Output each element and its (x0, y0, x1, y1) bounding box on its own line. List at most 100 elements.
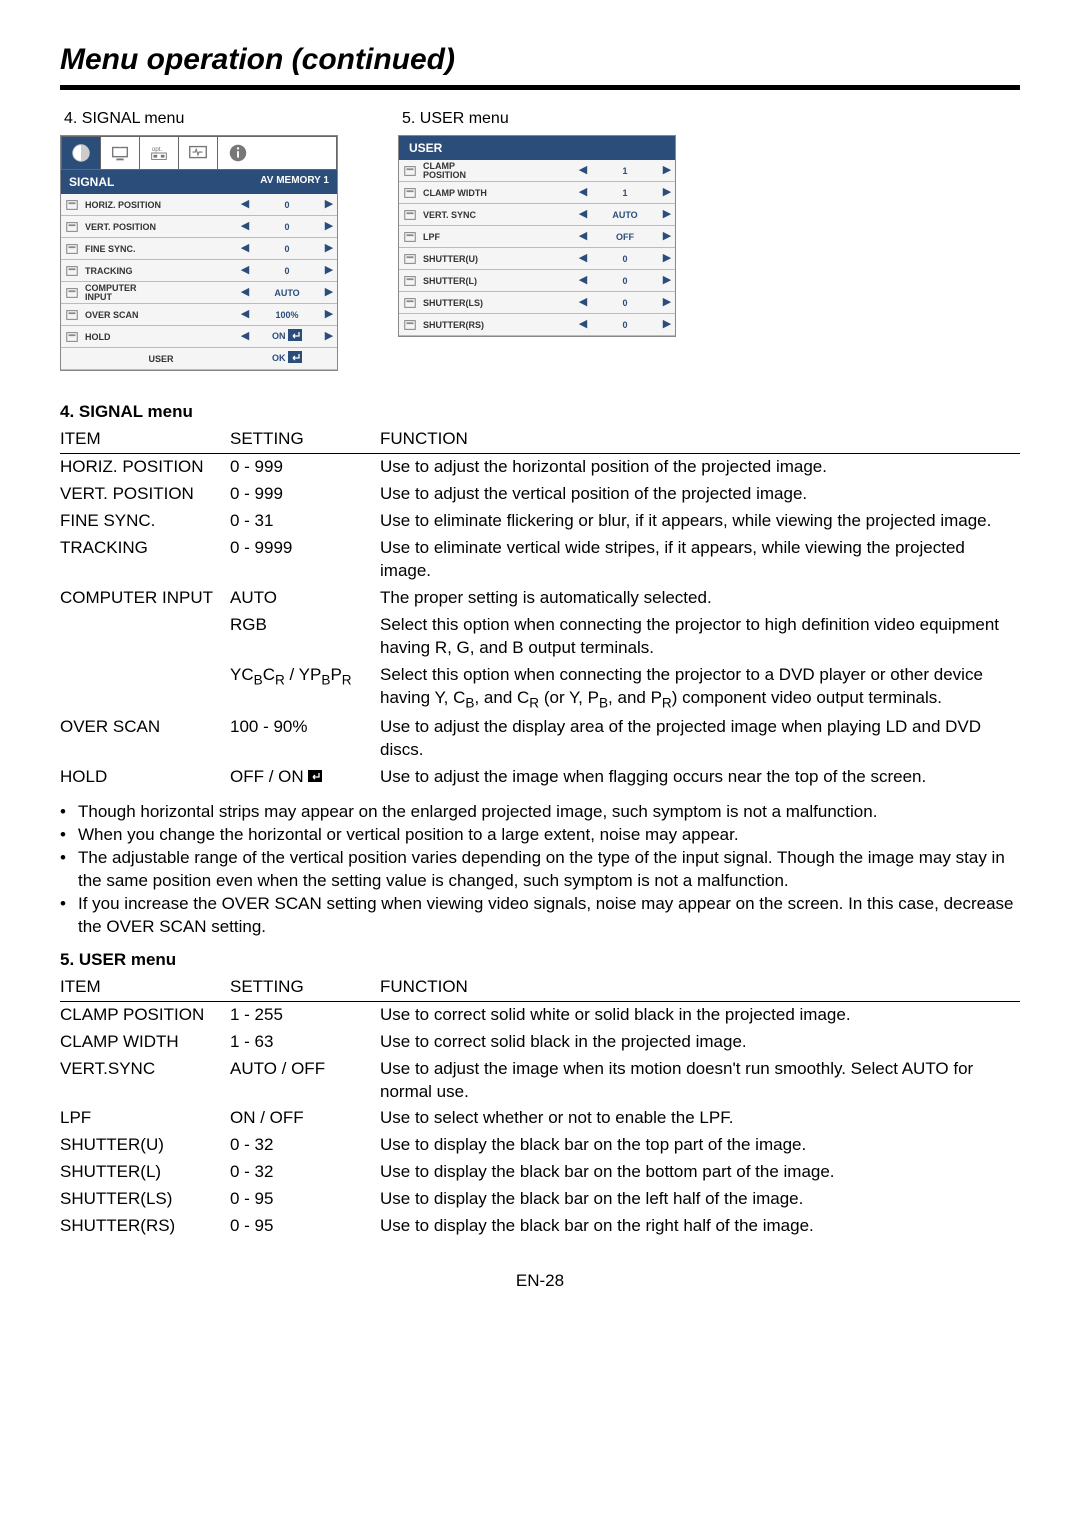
table-row: TRACKING0 - 9999Use to eliminate vertica… (60, 535, 1020, 585)
table-row: LPFON / OFFUse to select whether or not … (60, 1105, 1020, 1132)
row-icon (399, 314, 421, 336)
table-row: SHUTTER(RS)0 - 95Use to display the blac… (60, 1213, 1020, 1240)
arrow-left-icon[interactable]: ◀ (237, 329, 253, 344)
cell-function: Select this option when connecting the p… (380, 662, 1020, 715)
signal-header-right: AV MEMORY 1 (252, 170, 337, 194)
col-setting: SETTING (230, 426, 380, 453)
arrow-right-icon[interactable]: ▶ (321, 307, 337, 322)
menu-row[interactable]: HOLD◀ON ▶ (61, 326, 337, 348)
menu-row[interactable]: OVER SCAN◀100%▶ (61, 304, 337, 326)
arrow-left-icon[interactable]: ◀ (237, 307, 253, 322)
menu-row[interactable]: COMPUTERINPUT◀AUTO▶ (61, 282, 337, 304)
row-label: SHUTTER(U) (421, 253, 575, 265)
note-item: When you change the horizontal or vertic… (60, 824, 1020, 847)
menu-row[interactable]: TRACKING◀0▶ (61, 260, 337, 282)
cell-function: Use to display the black bar on the righ… (380, 1213, 1020, 1240)
arrow-right-icon[interactable]: ▶ (659, 185, 675, 200)
arrow-left-icon[interactable]: ◀ (237, 241, 253, 256)
row-value: 0 (253, 221, 321, 233)
menu-row[interactable]: SHUTTER(LS)◀0▶ (399, 292, 675, 314)
signal-section-title: 4. SIGNAL menu (60, 401, 1020, 424)
arrow-right-icon[interactable]: ▶ (321, 285, 337, 300)
menu-row[interactable]: HORIZ. POSITION◀0▶ (61, 194, 337, 216)
cell-item: SHUTTER(U) (60, 1132, 230, 1159)
arrow-left-icon[interactable]: ◀ (575, 251, 591, 266)
arrow-right-icon[interactable]: ▶ (659, 229, 675, 244)
row-label: USER (83, 353, 237, 365)
table-row: FINE SYNC.0 - 31Use to eliminate flicker… (60, 508, 1020, 535)
cell-setting: ON / OFF (230, 1105, 380, 1132)
cell-item (60, 662, 230, 715)
cell-function: Use to eliminate flickering or blur, if … (380, 508, 1020, 535)
col-item: ITEM (60, 426, 230, 453)
menu-row[interactable]: LPF◀OFF▶ (399, 226, 675, 248)
row-icon (399, 270, 421, 292)
menu-row[interactable]: VERT. SYNC◀AUTO▶ (399, 204, 675, 226)
menu-row-user[interactable]: USEROK (61, 348, 337, 370)
arrow-right-icon[interactable]: ▶ (659, 295, 675, 310)
arrow-right-icon[interactable]: ▶ (321, 241, 337, 256)
cell-function: Use to adjust the display area of the pr… (380, 714, 1020, 764)
row-icon (399, 292, 421, 314)
row-value: 0 (591, 297, 659, 309)
menu-row[interactable]: FINE SYNC.◀0▶ (61, 238, 337, 260)
row-icon (61, 216, 83, 238)
cell-function: Use to adjust the image when flagging oc… (380, 764, 1020, 791)
arrow-right-icon[interactable]: ▶ (659, 317, 675, 332)
arrow-left-icon[interactable]: ◀ (237, 285, 253, 300)
arrow-left-icon[interactable]: ◀ (237, 219, 253, 234)
table-row: SHUTTER(L)0 - 32Use to display the black… (60, 1159, 1020, 1186)
tab-row[interactable]: opt. (61, 136, 337, 170)
menu-row[interactable]: SHUTTER(L)◀0▶ (399, 270, 675, 292)
arrow-left-icon[interactable]: ◀ (575, 207, 591, 222)
row-label: VERT. SYNC (421, 209, 575, 221)
row-label: SHUTTER(RS) (421, 319, 575, 331)
menu-row[interactable]: VERT. POSITION◀0▶ (61, 216, 337, 238)
arrow-left-icon[interactable]: ◀ (575, 163, 591, 178)
arrow-right-icon[interactable]: ▶ (659, 163, 675, 178)
tab-feature-icon[interactable]: opt. (140, 137, 179, 169)
row-value: 0 (591, 319, 659, 331)
arrow-left-icon[interactable]: ◀ (237, 197, 253, 212)
table-row: SHUTTER(LS)0 - 95Use to display the blac… (60, 1186, 1020, 1213)
menu-row[interactable]: CLAMPPOSITION◀1▶ (399, 160, 675, 182)
cell-function: Use to adjust the horizontal position of… (380, 454, 1020, 481)
cell-setting: 1 - 63 (230, 1029, 380, 1056)
cell-item: SHUTTER(RS) (60, 1213, 230, 1240)
tab-image-icon[interactable] (62, 137, 101, 169)
signal-header: SIGNAL AV MEMORY 1 (61, 170, 337, 194)
cell-function: Use to display the black bar on the left… (380, 1186, 1020, 1213)
arrow-right-icon[interactable]: ▶ (321, 263, 337, 278)
menu-row[interactable]: SHUTTER(U)◀0▶ (399, 248, 675, 270)
arrow-right-icon[interactable]: ▶ (659, 273, 675, 288)
user-shot-label: 5. USER menu (402, 108, 676, 130)
row-icon (61, 238, 83, 260)
arrow-right-icon[interactable]: ▶ (659, 207, 675, 222)
tab-signal-icon[interactable] (179, 137, 218, 169)
row-value: 1 (591, 187, 659, 199)
tab-info-icon[interactable] (218, 137, 257, 169)
col-function: FUNCTION (380, 974, 1020, 1001)
arrow-left-icon[interactable]: ◀ (237, 263, 253, 278)
cell-setting: 0 - 999 (230, 454, 380, 481)
tab-installation-icon[interactable] (101, 137, 140, 169)
cell-setting: RGB (230, 612, 380, 662)
arrow-left-icon[interactable]: ◀ (575, 229, 591, 244)
menu-row[interactable]: CLAMP WIDTH◀1▶ (399, 182, 675, 204)
arrow-left-icon[interactable]: ◀ (575, 185, 591, 200)
row-label: LPF (421, 231, 575, 243)
arrow-right-icon[interactable]: ▶ (659, 251, 675, 266)
arrow-left-icon[interactable]: ◀ (575, 317, 591, 332)
row-value: ON (253, 329, 321, 344)
cell-function: Select this option when connecting the p… (380, 612, 1020, 662)
col-item: ITEM (60, 974, 230, 1001)
signal-notes: Though horizontal strips may appear on t… (60, 801, 1020, 939)
row-value: 0 (253, 265, 321, 277)
arrow-right-icon[interactable]: ▶ (321, 219, 337, 234)
arrow-right-icon[interactable]: ▶ (321, 197, 337, 212)
arrow-left-icon[interactable]: ◀ (575, 273, 591, 288)
menu-row[interactable]: SHUTTER(RS)◀0▶ (399, 314, 675, 336)
arrow-right-icon[interactable]: ▶ (321, 329, 337, 344)
arrow-left-icon[interactable]: ◀ (575, 295, 591, 310)
row-icon (61, 194, 83, 216)
